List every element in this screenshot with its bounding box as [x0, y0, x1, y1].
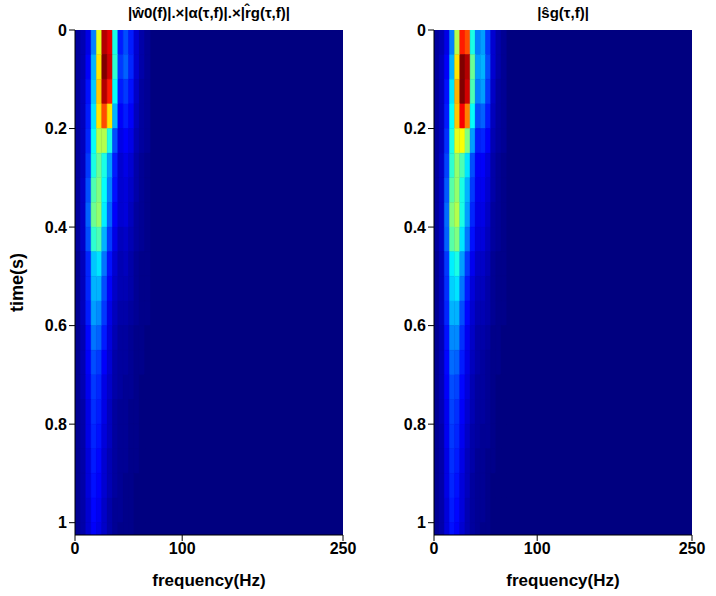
- svg-text:0.2: 0.2: [404, 120, 426, 137]
- svg-text:frequency(Hz): frequency(Hz): [152, 571, 265, 590]
- svg-text:100: 100: [169, 540, 196, 557]
- svg-text:250: 250: [330, 540, 357, 557]
- svg-text:0: 0: [430, 540, 439, 557]
- svg-text:0: 0: [71, 540, 80, 557]
- svg-text:1: 1: [417, 514, 426, 531]
- svg-text:0.6: 0.6: [404, 317, 426, 334]
- html-text:|ŝg(τ,f)|: |ŝg(τ,f)|: [537, 4, 589, 21]
- svg-text:0.8: 0.8: [45, 416, 67, 433]
- svg-text:0.8: 0.8: [404, 416, 426, 433]
- svg-text:100: 100: [524, 540, 551, 557]
- svg-text:0: 0: [417, 22, 426, 39]
- svg-text:250: 250: [679, 540, 706, 557]
- svg-text:0.4: 0.4: [45, 219, 67, 236]
- svg-text:time(s): time(s): [7, 253, 27, 312]
- svg-text:frequency(Hz): frequency(Hz): [506, 571, 619, 590]
- svg-text:0: 0: [58, 22, 67, 39]
- svg-text:0.4: 0.4: [404, 219, 426, 236]
- svg-text:0.2: 0.2: [45, 120, 67, 137]
- svg-text:0.6: 0.6: [45, 317, 67, 334]
- svg-text:1: 1: [58, 514, 67, 531]
- html-text:|ŵ0(f)|.×|α(τ,f)|.×|r̂g(τ,f)|: |ŵ0(f)|.×|α(τ,f)|.×|r̂g(τ,f)|: [128, 4, 290, 21]
